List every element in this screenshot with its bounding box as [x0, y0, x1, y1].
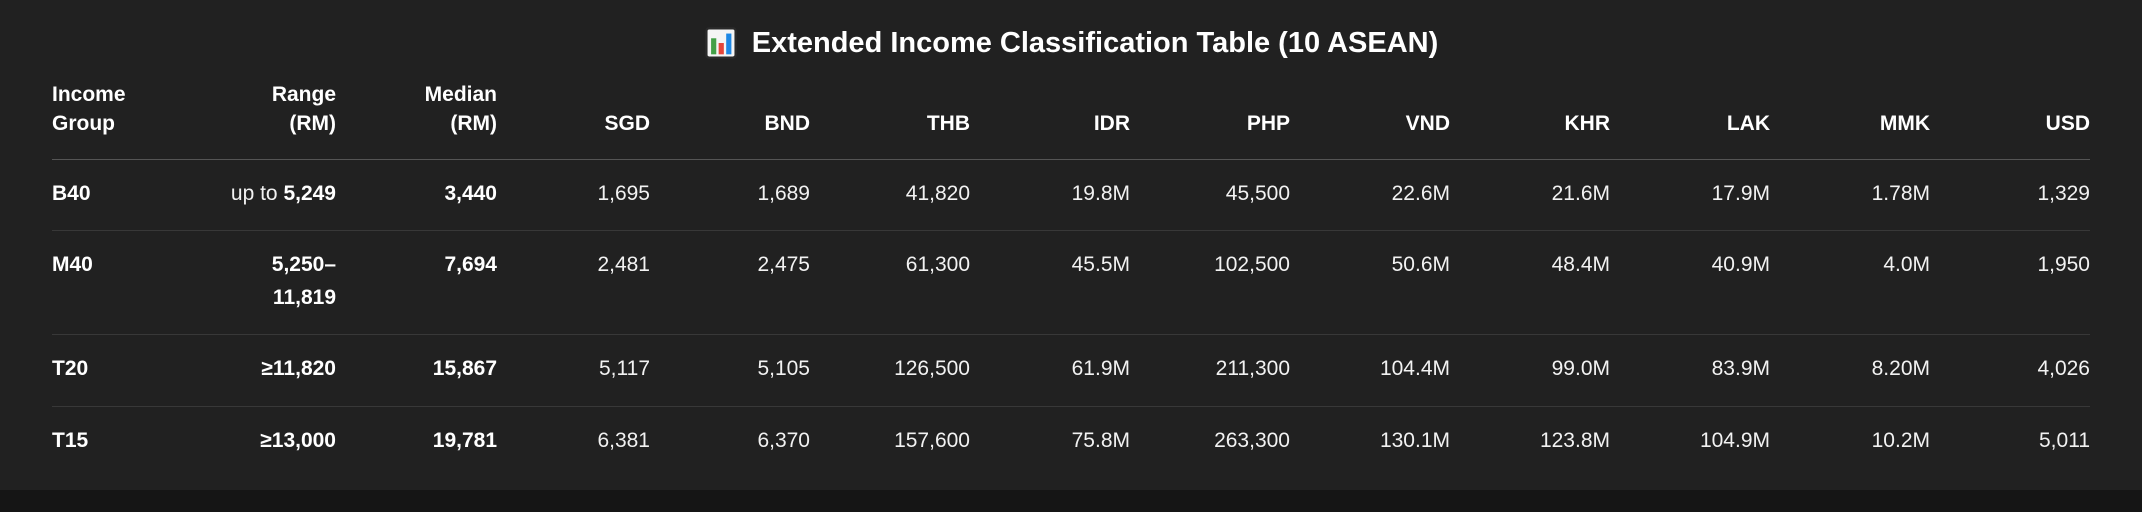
col-header-php: PHP	[1130, 80, 1290, 160]
khr-cell: 123.8M	[1539, 428, 1610, 452]
usd-cell: 1,329	[1930, 159, 2090, 232]
col-header-range-rm: Range (RM)	[202, 80, 336, 160]
col-header-idr: IDR	[970, 80, 1130, 160]
median-cell: 19,781	[432, 428, 497, 452]
range-cell: up to 5,249	[202, 159, 336, 232]
col-header-lak: LAK	[1610, 80, 1770, 160]
median-cell: 7,694	[336, 230, 497, 336]
table-row-t20: T20 ≥11,820 15,867 5,117 5,105 126,500 6…	[52, 334, 2090, 407]
header-row: Income Group Range (RM) Median (RM) SGD …	[52, 80, 2090, 160]
range-prefix: up to	[230, 181, 284, 205]
income-group-cell: M40	[52, 230, 202, 336]
mmk-cell: 8.20M	[1770, 334, 1930, 407]
thb-cell: 157,600	[894, 428, 970, 452]
sgd-cell: 2,481	[497, 230, 650, 336]
thb-cell: 126,500	[810, 334, 970, 407]
usd-cell: 5,011	[2039, 428, 2090, 452]
mmk-cell: 4.0M	[1770, 230, 1930, 336]
col-header-vnd: VND	[1290, 80, 1450, 160]
range-cell: 5,250– 11,819	[202, 230, 336, 336]
page-title: Extended Income Classification Table (10…	[0, 0, 2142, 62]
php-cell: 211,300	[1130, 334, 1290, 407]
range-value: ≥11,820	[261, 357, 336, 381]
col-header-income-group: Income Group	[52, 80, 202, 160]
vnd-cell: 50.6M	[1290, 230, 1450, 336]
php-cell: 45,500	[1130, 159, 1290, 232]
col-header-khr: KHR	[1450, 80, 1610, 160]
table-row-t15: T15 ≥13,000 19,781 6,381 6,370 157,600 7…	[52, 406, 2090, 477]
lak-cell: 40.9M	[1610, 230, 1770, 336]
bnd-cell: 2,475	[650, 230, 810, 336]
thb-cell: 61,300	[810, 230, 970, 336]
bnd-cell: 1,689	[650, 159, 810, 232]
vnd-cell: 22.6M	[1290, 159, 1450, 232]
usd-cell: 1,950	[1930, 230, 2090, 336]
income-group-cell: T20	[52, 334, 202, 407]
lak-cell: 104.9M	[1699, 428, 1770, 452]
table-row-b40: B40 up to 5,249 3,440 1,695 1,689 41,820…	[52, 159, 2090, 232]
bnd-cell: 6,370	[757, 428, 810, 452]
median-cell: 3,440	[336, 159, 497, 232]
vnd-cell: 104.4M	[1290, 334, 1450, 407]
col-header-mmk: MMK	[1770, 80, 1930, 160]
usd-cell: 4,026	[1930, 334, 2090, 407]
col-header-bnd: BND	[650, 80, 810, 160]
col-header-sgd: SGD	[497, 80, 650, 160]
bar-chart-icon	[704, 26, 738, 60]
sgd-cell: 6,381	[597, 428, 650, 452]
bnd-cell: 5,105	[650, 334, 810, 407]
mmk-cell: 1.78M	[1770, 159, 1930, 232]
mmk-cell: 10.2M	[1871, 428, 1930, 452]
php-cell: 102,500	[1130, 230, 1290, 336]
income-group-cell: B40	[52, 159, 202, 232]
range-cell: ≥13,000	[202, 406, 336, 477]
khr-cell: 48.4M	[1450, 230, 1610, 336]
bottom-edge-strip	[0, 490, 2142, 512]
php-cell: 263,300	[1214, 428, 1290, 452]
col-header-median-rm: Median (RM)	[336, 80, 497, 160]
sgd-cell: 1,695	[497, 159, 650, 232]
range-value: 5,250– 11,819	[271, 253, 336, 309]
khr-cell: 21.6M	[1450, 159, 1610, 232]
lak-cell: 83.9M	[1610, 334, 1770, 407]
range-value: 5,249	[283, 181, 336, 205]
col-header-usd: USD	[1930, 80, 2090, 160]
col-header-thb: THB	[810, 80, 970, 160]
median-cell: 15,867	[336, 334, 497, 407]
idr-cell: 19.8M	[970, 159, 1130, 232]
khr-cell: 99.0M	[1450, 334, 1610, 407]
lak-cell: 17.9M	[1610, 159, 1770, 232]
table-row-m40: M40 5,250– 11,819 7,694 2,481 2,475 61,3…	[52, 230, 2090, 336]
page-title-text: Extended Income Classification Table (10…	[751, 27, 1439, 59]
range-cell: ≥11,820	[202, 334, 336, 407]
income-classification-table: Income Group Range (RM) Median (RM) SGD …	[52, 80, 2090, 478]
idr-cell: 45.5M	[970, 230, 1130, 336]
idr-cell: 61.9M	[970, 334, 1130, 407]
vnd-cell: 130.1M	[1379, 428, 1450, 452]
thb-cell: 41,820	[810, 159, 970, 232]
idr-cell: 75.8M	[1071, 428, 1130, 452]
income-group-cell: T15	[52, 428, 89, 452]
range-value: ≥13,000	[260, 428, 336, 452]
sgd-cell: 5,117	[497, 334, 650, 407]
